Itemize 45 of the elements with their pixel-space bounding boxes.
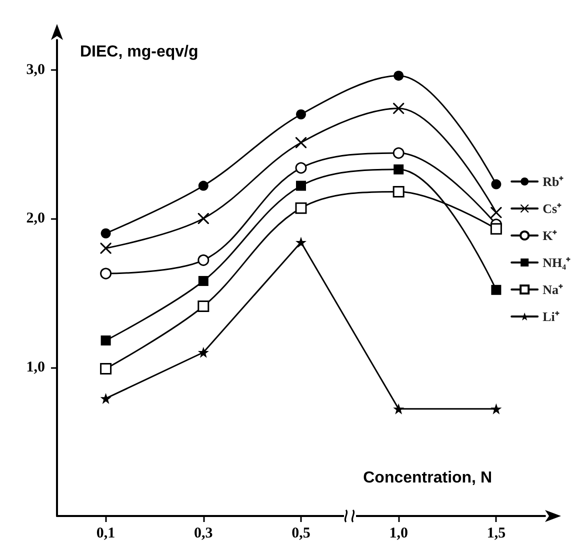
- point: [198, 180, 208, 191]
- point: [100, 228, 111, 238]
- point: [198, 300, 210, 312]
- legend-label: Na⁺: [542, 282, 564, 297]
- point: [198, 346, 209, 358]
- point: [295, 162, 307, 174]
- legend-label: Cs⁺: [542, 201, 562, 216]
- point: [100, 335, 111, 346]
- point: [393, 102, 404, 114]
- point: [296, 236, 306, 248]
- point: [296, 180, 306, 191]
- point: [490, 403, 502, 414]
- legend-label: NH₄⁺: [542, 255, 571, 270]
- point: [198, 254, 210, 266]
- point: [394, 70, 404, 81]
- legend-label: K⁺: [542, 228, 558, 243]
- x-tick-label: 1,5: [486, 526, 506, 542]
- y-tick-label: 2,0: [26, 210, 45, 226]
- point: [198, 213, 209, 224]
- y-tick-label: 3,0: [26, 62, 45, 78]
- x-tick-label: 0,1: [96, 526, 116, 542]
- x-axis-title: Concentration, N: [363, 470, 492, 486]
- legend-label: Li⁺: [542, 309, 560, 324]
- y-axis-title: DIEC, mg-eqv/g: [80, 44, 198, 60]
- point: [296, 109, 306, 120]
- point: [392, 186, 404, 198]
- x-tick-label: 1,0: [389, 526, 408, 542]
- point: [100, 392, 112, 404]
- x-tick-label: 0,3: [194, 526, 213, 542]
- point: [491, 284, 502, 295]
- point: [198, 276, 208, 286]
- point: [491, 179, 502, 190]
- point: [100, 242, 112, 254]
- point: [296, 137, 306, 148]
- point: [100, 362, 112, 374]
- x-tick-label: 0,5: [292, 526, 310, 542]
- point: [393, 403, 404, 414]
- y-tick-label: 1,0: [26, 359, 45, 376]
- point: [392, 147, 404, 159]
- point: [100, 268, 112, 280]
- point: [295, 202, 307, 214]
- point: [490, 207, 502, 218]
- point: [394, 164, 404, 174]
- legend-label: Rb⁺: [542, 174, 564, 189]
- point: [490, 223, 502, 235]
